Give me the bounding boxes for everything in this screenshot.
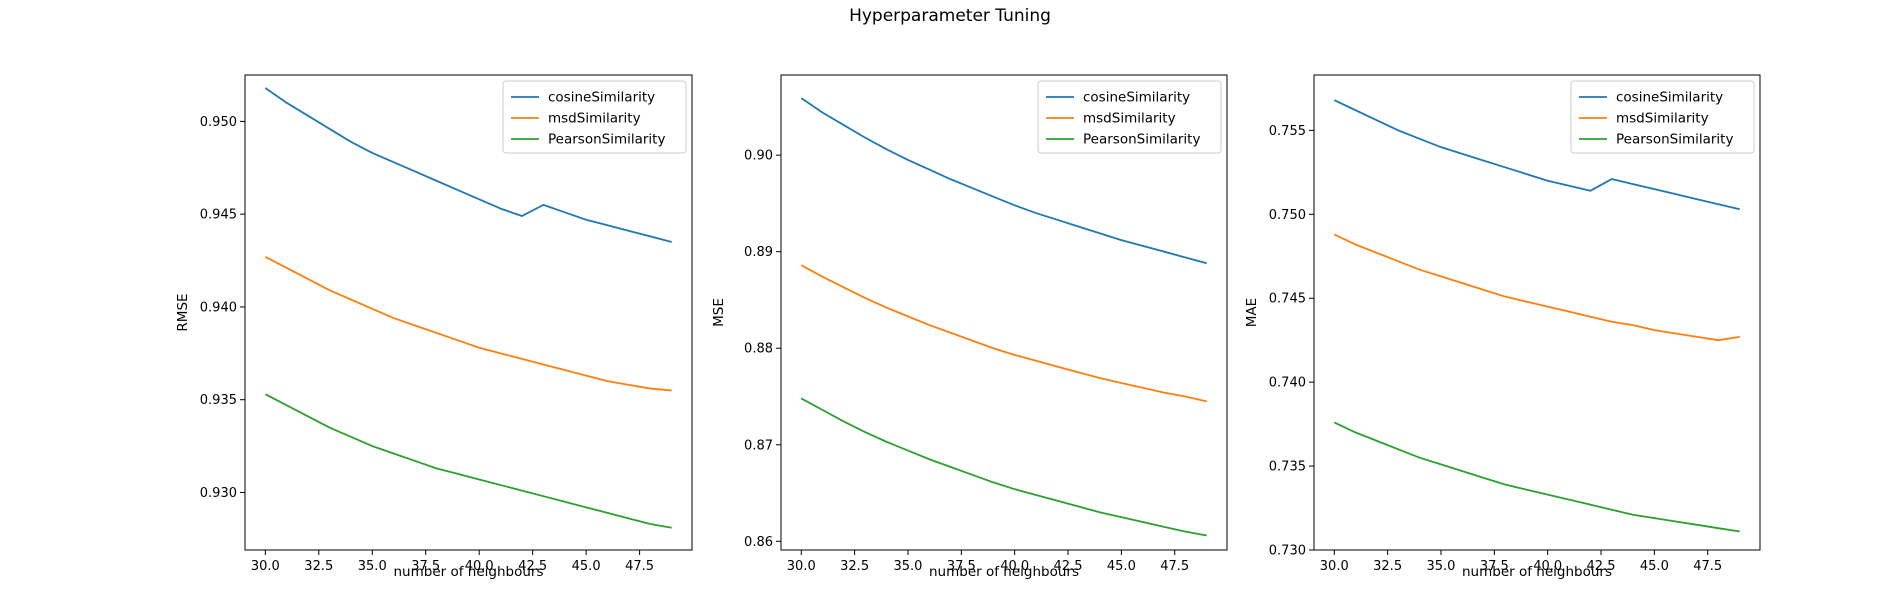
x-tick-label: 30.0 [251, 559, 280, 574]
x-tick-label: 30.0 [1320, 559, 1349, 574]
legend-label-cosineSimilarity: cosineSimilarity [1083, 90, 1190, 106]
legend-label-msdSimilarity: msdSimilarity [548, 111, 641, 127]
x-tick-label: 40.0 [1533, 559, 1562, 574]
y-tick-label: 0.930 [200, 486, 237, 501]
plot-frame [780, 74, 1228, 551]
x-axis-label: number of neighbours [1462, 564, 1612, 580]
y-tick-label: 0.740 [1269, 376, 1306, 391]
y-tick-label: 0.950 [200, 115, 237, 130]
y-tick-label: 0.89 [744, 245, 773, 260]
y-tick-label: 0.940 [200, 300, 237, 315]
x-tick-label: 37.5 [947, 559, 976, 574]
chart-panel-3: 30.0 32.5 35.0 37.5 40.0 42.5 45.0 47.5 0.730 0.7… [1244, 74, 1761, 580]
legend-box [502, 80, 687, 154]
legend-box [1037, 80, 1222, 154]
y-tick-label: 0.735 [1269, 460, 1306, 475]
y-tick-label: 0.755 [1269, 124, 1306, 139]
series-line-msdSimilarity [264, 256, 672, 392]
x-tick-label: 37.5 [411, 559, 440, 574]
chart-panel-2: 30.0 32.5 35.0 37.5 40.0 42.5 45.0 47.5 0.86 0.87… [711, 74, 1228, 580]
series-line-PearsonSimilarity [264, 393, 672, 529]
y-tick-label: 0.88 [744, 342, 773, 357]
y-axis-label: RMSE [175, 293, 191, 331]
y-tick-label: 0.730 [1269, 544, 1306, 559]
legend-label-cosineSimilarity: cosineSimilarity [548, 90, 655, 106]
x-tick-label: 47.5 [625, 559, 654, 574]
x-tick-label: 35.0 [1426, 559, 1455, 574]
x-tick-label: 47.5 [1693, 559, 1722, 574]
series-line-cosineSimilarity [264, 87, 672, 243]
legend-box [1570, 80, 1755, 154]
x-tick-label: 47.5 [1160, 559, 1189, 574]
x-tick-label: 42.5 [1054, 559, 1083, 574]
legend-label-PearsonSimilarity: PearsonSimilarity [1083, 132, 1200, 148]
series-line-msdSimilarity [800, 264, 1207, 403]
legend: cosineSimilarity msdSimilarity PearsonSimi… [1570, 80, 1755, 154]
legend-label-PearsonSimilarity: PearsonSimilarity [1616, 132, 1733, 148]
legend-label-msdSimilarity: msdSimilarity [1616, 111, 1709, 127]
figure-title: Hyperparameter Tuning [849, 6, 1051, 26]
y-axis-label: MAE [1244, 298, 1260, 327]
legend-label-msdSimilarity: msdSimilarity [1083, 111, 1176, 127]
x-tick-label: 37.5 [1480, 559, 1509, 574]
x-tick-label: 45.0 [1107, 559, 1136, 574]
y-tick-label: 0.750 [1269, 208, 1306, 223]
plot-frame [1313, 74, 1761, 551]
x-axis-label: number of neighbours [394, 564, 544, 580]
series-line-cosineSimilarity [800, 97, 1207, 265]
legend: cosineSimilarity msdSimilarity PearsonSimi… [1037, 80, 1222, 154]
series-line-msdSimilarity [1333, 233, 1740, 342]
x-tick-label: 32.5 [840, 559, 869, 574]
legend-label-cosineSimilarity: cosineSimilarity [1616, 90, 1723, 106]
x-tick-label: 30.0 [787, 559, 816, 574]
y-tick-label: 0.745 [1269, 292, 1306, 307]
x-tick-label: 40.0 [1000, 559, 1029, 574]
legend-label-PearsonSimilarity: PearsonSimilarity [548, 132, 665, 148]
series-line-PearsonSimilarity [800, 397, 1207, 537]
x-tick-label: 35.0 [358, 559, 387, 574]
x-tick-label: 32.5 [1373, 559, 1402, 574]
chart-panel-1: 30.0 32.5 35.0 37.5 40.0 42.5 45.0 47.5 0.930 0.9… [175, 74, 693, 580]
x-axis-label: number of neighbours [929, 564, 1079, 580]
x-tick-label: 40.0 [465, 559, 494, 574]
y-tick-label: 0.935 [200, 393, 237, 408]
x-tick-label: 42.5 [1587, 559, 1616, 574]
series-line-cosineSimilarity [1333, 99, 1740, 211]
plot-frame [244, 74, 693, 551]
legend: cosineSimilarity msdSimilarity PearsonSimi… [502, 80, 687, 154]
y-tick-label: 0.945 [200, 208, 237, 223]
y-tick-label: 0.90 [744, 149, 773, 164]
y-tick-label: 0.87 [744, 438, 773, 453]
x-tick-label: 45.0 [1640, 559, 1669, 574]
x-tick-label: 35.0 [893, 559, 922, 574]
series-line-PearsonSimilarity [1333, 421, 1740, 533]
x-tick-label: 45.0 [572, 559, 601, 574]
x-tick-label: 32.5 [304, 559, 333, 574]
y-axis-label: MSE [711, 298, 727, 327]
x-tick-label: 42.5 [518, 559, 547, 574]
y-tick-label: 0.86 [744, 535, 773, 550]
